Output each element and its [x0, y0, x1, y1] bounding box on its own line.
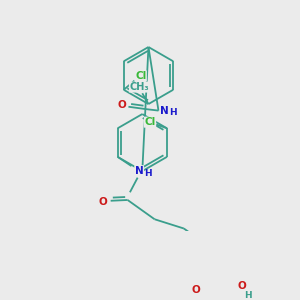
- Text: O: O: [99, 196, 107, 206]
- Text: H: H: [144, 169, 152, 178]
- Text: N: N: [160, 106, 169, 116]
- Text: O: O: [118, 100, 127, 110]
- Text: Cl: Cl: [144, 117, 156, 127]
- Text: CH₃: CH₃: [129, 82, 149, 92]
- Text: H: H: [169, 108, 177, 117]
- Text: O: O: [237, 281, 246, 291]
- Text: H: H: [244, 291, 252, 300]
- Text: O: O: [191, 285, 200, 295]
- Text: N: N: [135, 166, 144, 176]
- Text: Cl: Cl: [135, 71, 146, 81]
